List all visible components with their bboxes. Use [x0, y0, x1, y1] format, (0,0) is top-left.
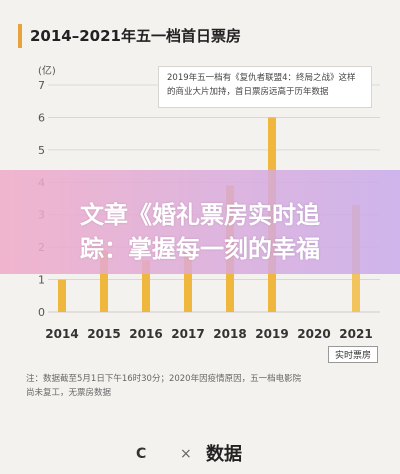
x-tick-label: 2014 [45, 327, 78, 341]
chart-title: 2014–2021年五一档首日票房 [30, 27, 241, 45]
x-tick-label: 2015 [87, 327, 120, 341]
x-tick-label: 2017 [171, 327, 204, 341]
x-tick-label: 2016 [129, 327, 162, 341]
logo-left: C [136, 446, 147, 462]
overlay-title: 文章《婚礼票房实时追 踪：掌握每一刻的幸福 [0, 198, 400, 266]
logo-right: 数据 [206, 444, 242, 465]
bar-2015 [100, 250, 108, 312]
legend-realtime: 实时票房 [328, 346, 379, 363]
y-tick-label: 0 [38, 306, 45, 319]
overlay-banner [0, 170, 400, 274]
y-tick-label: 1 [38, 274, 45, 287]
y-axis-unit: (亿) [38, 66, 56, 77]
x-tick-label: 2020 [297, 327, 330, 341]
source-line-2: 尚未复工，无票房数据 [26, 388, 112, 398]
chart-title-bar: 2014–2021年五一档首日票房 [18, 24, 256, 48]
x-tick-label: 2019 [255, 327, 288, 341]
overlay-line-1: 文章《婚礼票房实时追 [80, 201, 320, 229]
annotation-note: 2019年五一档有《复仇者联盟4：终局之战》这样的商业大片加持，首日票房远高于历… [158, 66, 372, 108]
y-tick-label: 7 [38, 79, 45, 92]
bar-2017 [184, 247, 192, 312]
y-tick-label: 5 [38, 144, 45, 157]
overlay-line-2: 踪：掌握每一刻的幸福 [80, 235, 320, 263]
x-tick-label: 2018 [213, 327, 246, 341]
y-tick-label: 6 [38, 111, 45, 124]
source-note: 注：数据截至5月1日下午16时30分；2020年因疫情原因，五一档电影院 尚未复… [26, 372, 366, 400]
source-line-1: 注：数据截至5月1日下午16时30分；2020年因疫情原因，五一档电影院 [26, 374, 302, 384]
bar-2014 [58, 279, 66, 312]
x-tick-label: 2021 [339, 327, 372, 341]
bar-2016 [142, 260, 150, 312]
logo-separator: × [180, 446, 192, 462]
